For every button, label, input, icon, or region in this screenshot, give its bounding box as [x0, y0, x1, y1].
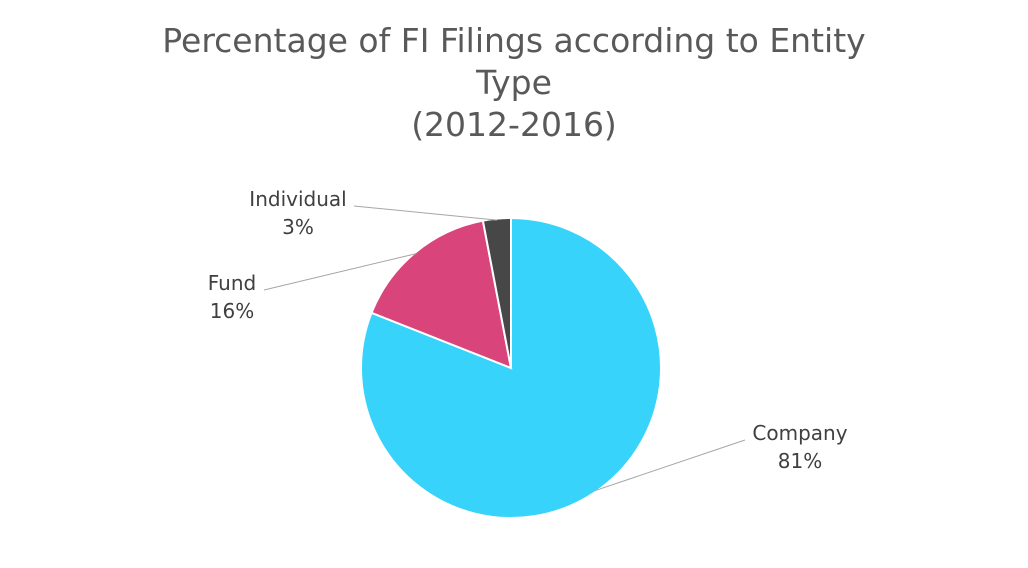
- pie-slice-fund: [370, 219, 513, 370]
- chart-title: Percentage of FI Filings according to En…: [0, 20, 1028, 146]
- pie-slices: [360, 216, 662, 519]
- leader-line-fund: [263, 253, 417, 291]
- label-company: Company 81%: [752, 421, 847, 473]
- label-individual-name: Individual: [249, 187, 346, 211]
- label-company-name: Company: [752, 421, 847, 445]
- chart-title-line-1: Percentage of FI Filings according to En…: [162, 21, 866, 60]
- pie-slice-individual: [481, 216, 512, 369]
- label-company-value: 81%: [778, 449, 822, 473]
- chart-title-line-2: Type: [476, 63, 552, 102]
- leader-lines: [263, 205, 746, 492]
- label-fund: Fund 16%: [208, 271, 256, 323]
- label-individual-value: 3%: [282, 215, 314, 239]
- label-fund-name: Fund: [208, 271, 256, 295]
- label-fund-value: 16%: [210, 299, 254, 323]
- chart-title-line-3: (2012-2016): [411, 105, 617, 144]
- leader-line-company: [594, 439, 746, 492]
- label-individual: Individual 3%: [249, 187, 346, 239]
- leader-line-individual: [353, 205, 498, 221]
